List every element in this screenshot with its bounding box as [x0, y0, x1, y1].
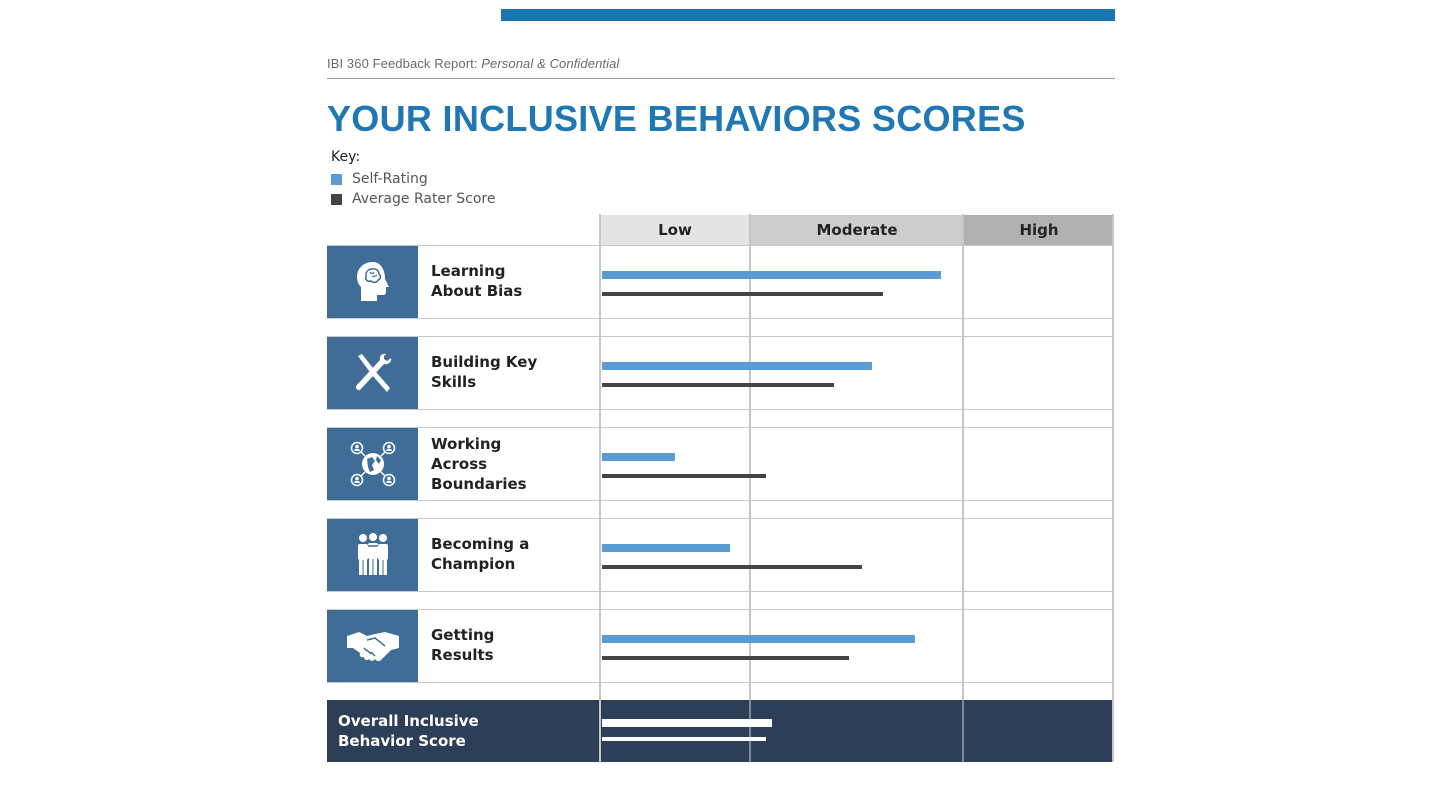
report-title: IBI 360 Feedback Report:: [327, 56, 478, 71]
row-getting-results: [327, 609, 1114, 683]
column-low: Low: [600, 215, 750, 245]
label-line: Across: [431, 455, 488, 473]
average-rater-bar: [602, 474, 766, 478]
head-brain-icon: [327, 246, 418, 318]
label-line: Skills: [431, 373, 477, 391]
self-rating-bar: [602, 544, 731, 552]
row-building-key-skills: [327, 336, 1114, 410]
grid-line-end: [1112, 214, 1114, 762]
header-divider: [327, 78, 1115, 79]
label-working-across-boundaries: Working Across Boundaries: [431, 434, 527, 494]
overall-grid-line: [749, 700, 751, 762]
grid-line-start: [599, 214, 601, 762]
overall-average-rater-bar: [602, 737, 766, 741]
row-becoming-a-champion: [327, 518, 1114, 592]
handshake-icon: [327, 610, 418, 682]
key-average-rater: Average Rater Score: [331, 191, 495, 207]
overall-self-rating-bar: [602, 719, 773, 727]
page-title: YOUR INCLUSIVE BEHAVIORS SCORES: [327, 98, 1026, 139]
key-self-label: Self-Rating: [352, 171, 428, 187]
self-rating-swatch: [331, 173, 342, 185]
column-moderate: Moderate: [751, 215, 963, 245]
average-rater-bar: [602, 292, 884, 296]
globe-network-icon: [327, 428, 418, 500]
label-line: About Bias: [431, 282, 523, 300]
label-line: Results: [431, 646, 494, 664]
label-building-key-skills: Building Key Skills: [431, 352, 537, 392]
label-learning-about-bias: Learning About Bias: [431, 261, 522, 301]
row-working-across-boundaries: [327, 427, 1114, 501]
self-rating-bar: [602, 362, 873, 370]
average-rater-bar: [602, 565, 862, 569]
report-header: IBI 360 Feedback Report: Personal & Conf…: [327, 56, 619, 71]
label-line: Boundaries: [431, 475, 527, 493]
overall-grid-line: [962, 700, 964, 762]
label-line: Champion: [431, 555, 516, 573]
key-self-rating: Self-Rating: [331, 171, 428, 187]
column-high: High: [964, 215, 1114, 245]
label-line: Building Key: [431, 353, 538, 371]
wrench-screwdriver-icon: [327, 337, 418, 409]
average-rater-swatch: [331, 193, 342, 205]
report-subtitle: Personal & Confidential: [481, 56, 620, 71]
overall-line: Overall Inclusive: [338, 712, 479, 730]
key-avg-label: Average Rater Score: [352, 191, 496, 207]
self-rating-bar: [602, 635, 915, 643]
label-line: Becoming a: [431, 535, 530, 553]
overall-line: Behavior Score: [338, 732, 466, 750]
top-accent-bar: [501, 9, 1115, 21]
average-rater-bar: [602, 656, 849, 660]
self-rating-bar: [602, 271, 941, 279]
overall-row: [327, 700, 1114, 762]
label-line: Working: [431, 435, 502, 453]
grid-line-moderate-high: [962, 214, 964, 762]
self-rating-bar: [602, 453, 675, 461]
overall-label: Overall Inclusive Behavior Score: [338, 711, 479, 751]
row-learning-about-bias: [327, 245, 1114, 319]
label-becoming-a-champion: Becoming a Champion: [431, 534, 529, 574]
label-getting-results: Getting Results: [431, 625, 494, 665]
key-title: Key:: [331, 149, 361, 165]
label-line: Getting: [431, 626, 495, 644]
people-group-icon: [327, 519, 418, 591]
label-line: Learning: [431, 262, 506, 280]
grid-line-low-moderate: [749, 214, 751, 762]
average-rater-bar: [602, 383, 835, 387]
